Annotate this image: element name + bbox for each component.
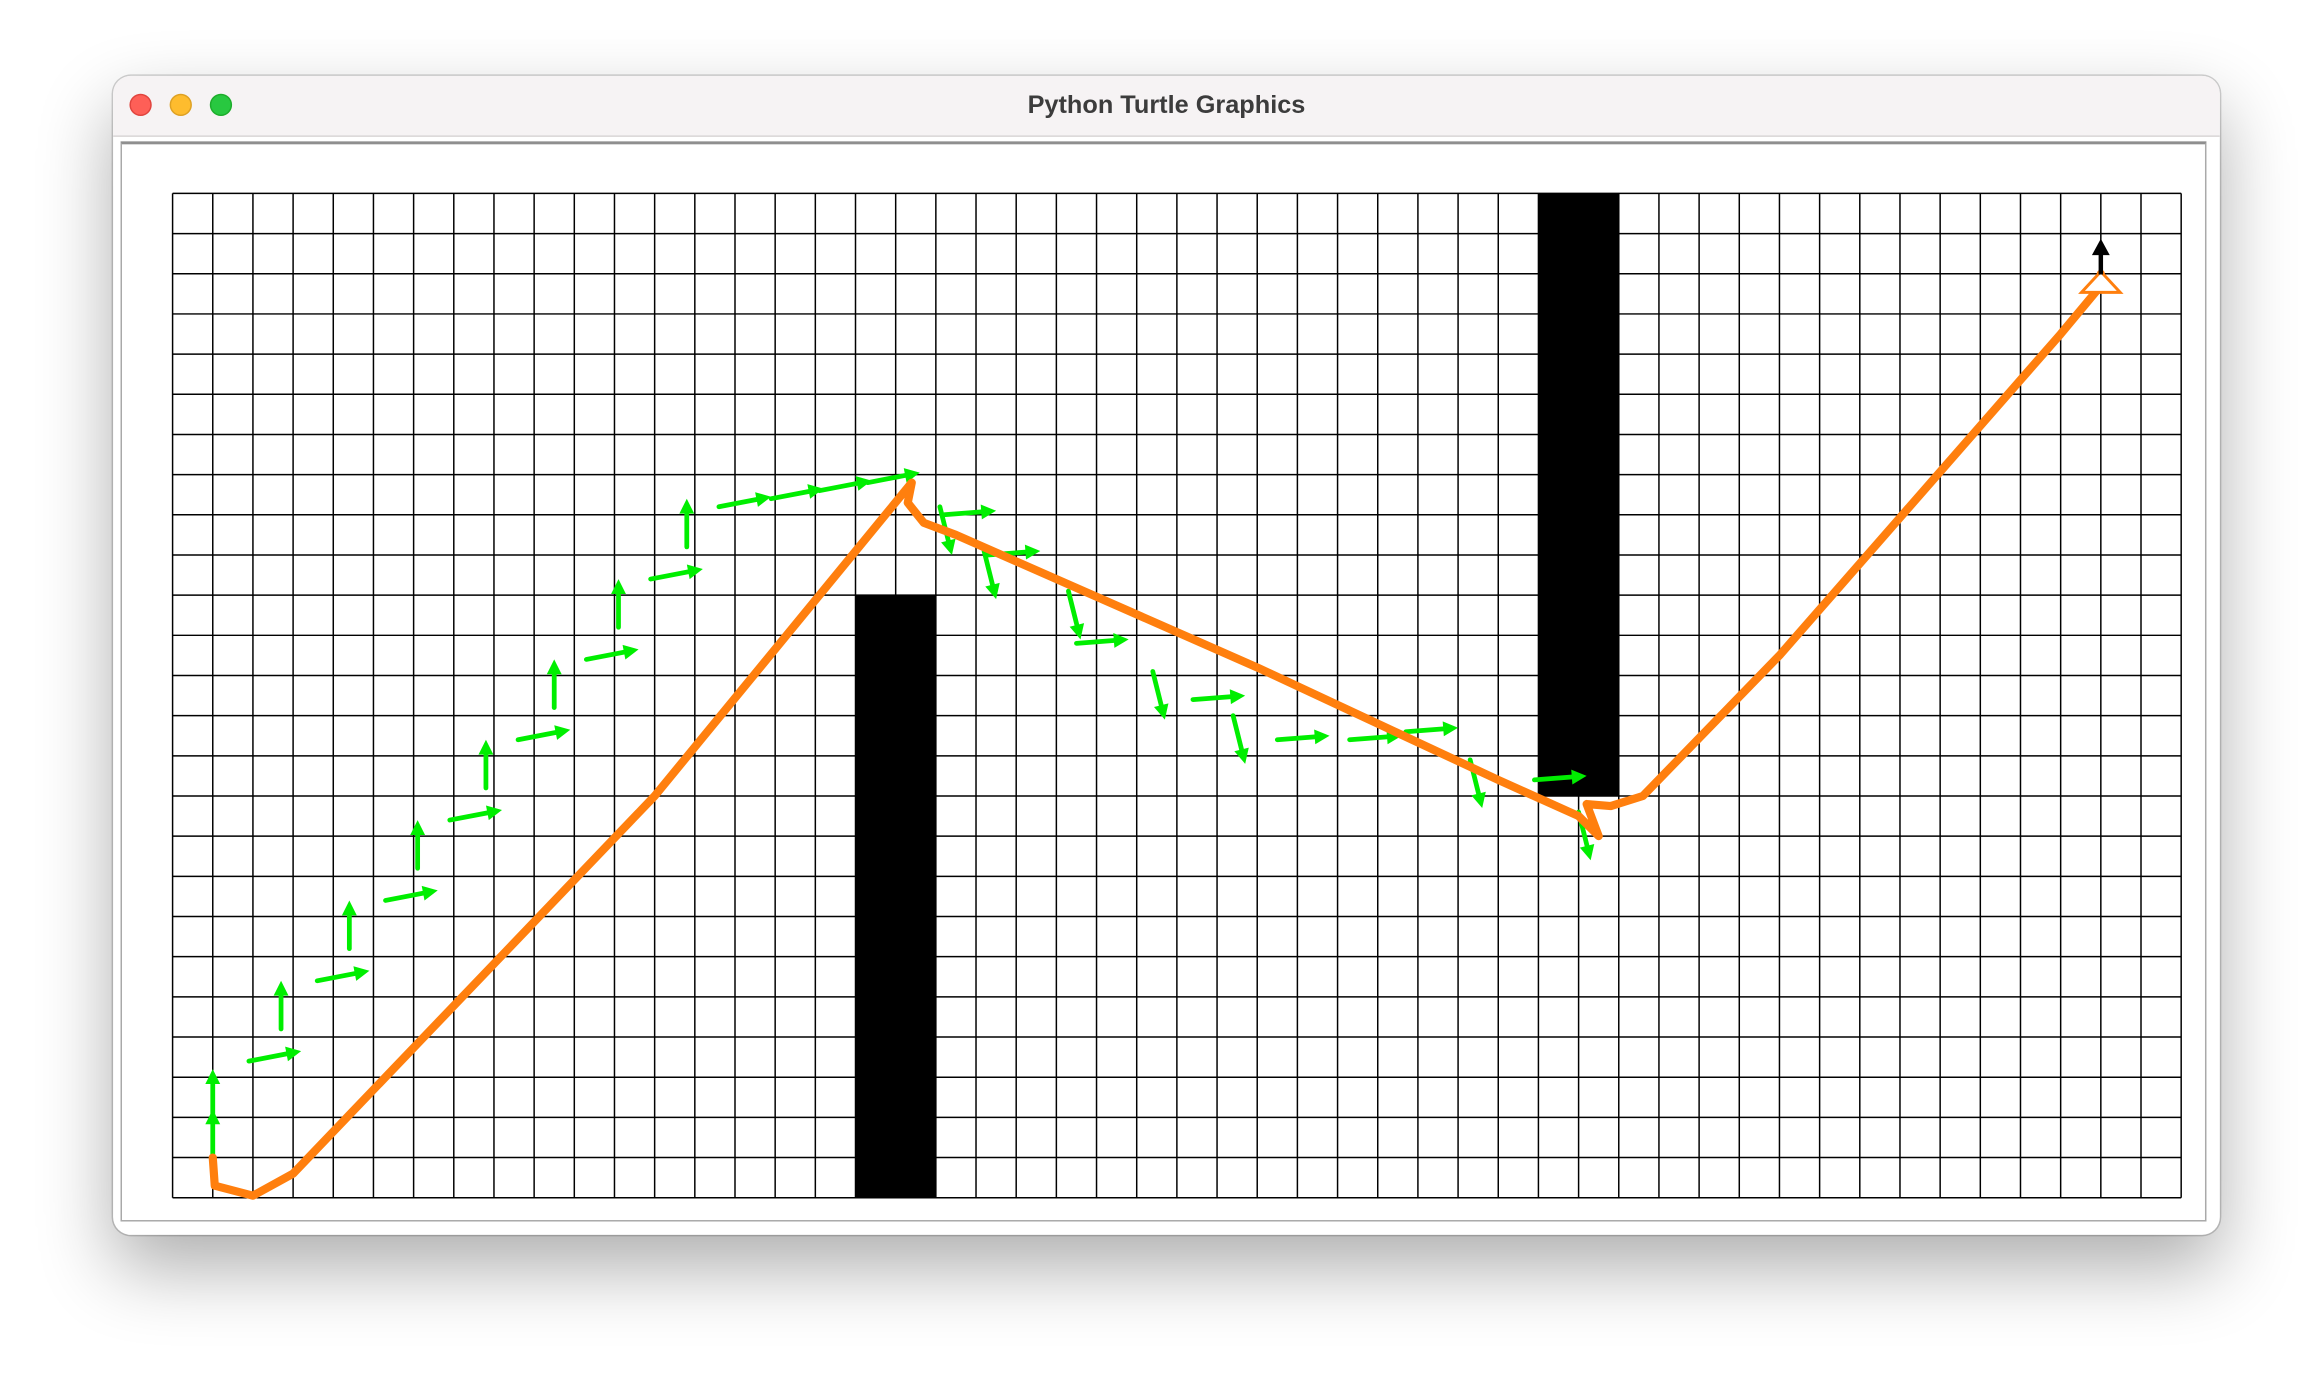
planned-path — [208, 269, 2105, 1200]
vector-arrow-head — [205, 1069, 221, 1085]
goal-marker-icon — [2078, 269, 2124, 294]
vector-arrow-head — [1234, 747, 1249, 764]
vector-arrow-head — [485, 805, 502, 821]
vector-arrow-shaft — [865, 473, 908, 486]
title-bar[interactable]: Python Turtle Graphics — [113, 75, 2220, 137]
vector-arrow-head — [341, 900, 357, 916]
vector-arrow-shaft — [314, 971, 358, 984]
vector-arrow-head — [622, 644, 639, 660]
vector-arrow-shaft — [383, 890, 426, 903]
vector-arrow-head — [546, 659, 562, 675]
vector-arrow-head — [410, 820, 426, 835]
vector-arrow-shaft — [1150, 669, 1164, 708]
vector-arrow-head — [1024, 544, 1041, 560]
turtle-canvas[interactable] — [122, 144, 2202, 1218]
vector-arrow-head — [478, 739, 494, 755]
close-button[interactable] — [129, 93, 152, 117]
vector-arrow-head — [686, 564, 703, 580]
vector-arrow-head — [353, 966, 370, 981]
vector-arrow-head — [980, 504, 997, 520]
minimize-button[interactable] — [169, 93, 192, 117]
vector-arrow-head — [755, 492, 772, 507]
vector-arrow-shaft — [1066, 588, 1080, 628]
vector-arrow-shaft — [1532, 774, 1575, 783]
vector-arrow-head — [554, 725, 571, 740]
vector-arrow-head — [1571, 769, 1587, 785]
vector-arrow-head — [807, 484, 824, 499]
vector-arrow-shaft — [981, 548, 995, 588]
turtle-cursor-icon — [2091, 238, 2110, 256]
vector-arrow-head — [941, 538, 956, 555]
vector-arrow-shaft — [1274, 734, 1318, 743]
vector-arrow-shaft — [716, 497, 759, 510]
vector-arrow-head — [985, 582, 1000, 600]
vector-arrow-head — [903, 468, 920, 483]
zoom-button[interactable] — [209, 93, 233, 117]
vector-arrow-head — [1069, 623, 1085, 640]
vector-arrow-head — [273, 980, 289, 996]
vector-arrow-shaft — [648, 569, 691, 582]
vector-arrow-shaft — [816, 481, 860, 494]
vector-arrow-head — [679, 498, 695, 514]
vector-arrow-shaft — [1403, 726, 1446, 735]
vector-arrow-head — [1229, 689, 1246, 705]
vector-arrow-head — [611, 579, 626, 594]
vector-arrow-head — [1113, 633, 1129, 648]
window-title: Python Turtle Graphics — [1027, 90, 1306, 120]
turtle-canvas-frame — [120, 141, 2207, 1222]
vector-arrow-shaft — [515, 730, 559, 743]
vector-arrow-shaft — [1190, 694, 1233, 702]
vector-arrow-head — [855, 476, 872, 491]
vector-arrow-shaft — [1230, 713, 1244, 752]
vector-arrow-shaft — [246, 1051, 289, 1064]
vector-arrow-shaft — [941, 509, 984, 518]
obstacle-wall — [1538, 193, 1619, 796]
vector-arrow-head — [1579, 844, 1595, 861]
vector-arrow-head — [285, 1046, 302, 1062]
vector-arrow-shaft — [1347, 734, 1390, 743]
vector-arrow-shaft — [1074, 638, 1117, 646]
vector-arrow-head — [1471, 791, 1486, 809]
vector-arrow-shaft — [447, 810, 490, 823]
vector-arrow-shaft — [768, 489, 812, 502]
obstacle-wall — [855, 595, 936, 1198]
vector-arrow-head — [1154, 703, 1169, 720]
vector-arrow-head — [1442, 721, 1459, 737]
vector-arrow-head — [421, 885, 438, 901]
turtle-window: Python Turtle Graphics — [113, 75, 2220, 1235]
vector-arrow-head — [1314, 729, 1330, 745]
vector-arrow-shaft — [583, 649, 627, 662]
